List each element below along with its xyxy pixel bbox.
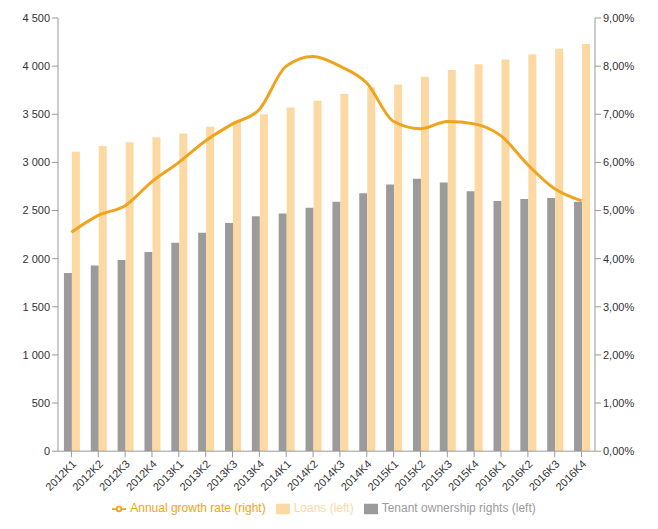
svg-text:2014K3: 2014K3 <box>311 457 347 493</box>
svg-text:1 500: 1 500 <box>22 301 50 313</box>
svg-text:5,00%: 5,00% <box>603 204 634 216</box>
svg-text:2013K3: 2013K3 <box>204 457 240 493</box>
svg-text:8,00%: 8,00% <box>603 60 634 72</box>
html-text:Loans (left): Loans (left) <box>293 501 354 516</box>
svg-text:2013K1: 2013K1 <box>150 457 186 493</box>
svg-text:3 000: 3 000 <box>22 156 50 168</box>
svg-text:9,00%: 9,00% <box>603 12 634 24</box>
svg-text:1,00%: 1,00% <box>603 397 634 409</box>
svg-text:2013K2: 2013K2 <box>177 457 213 493</box>
svg-text:2015K4: 2015K4 <box>445 457 482 493</box>
svg-text:4,00%: 4,00% <box>603 253 634 265</box>
svg-text:3 500: 3 500 <box>22 108 50 120</box>
svg-text:2015K3: 2015K3 <box>419 457 455 493</box>
svg-text:2016K2: 2016K2 <box>499 457 535 493</box>
svg-text:2014K1: 2014K1 <box>257 457 294 493</box>
svg-text:2,00%: 2,00% <box>603 349 634 361</box>
svg-text:500: 500 <box>32 397 50 409</box>
svg-text:2016K4: 2016K4 <box>553 458 588 493</box>
svg-text:4 500: 4 500 <box>22 12 50 24</box>
svg-text:2015K1: 2015K1 <box>365 457 401 493</box>
svg-text:2012K1: 2012K1 <box>43 457 79 493</box>
svg-text:2014K2: 2014K2 <box>284 457 320 493</box>
svg-text:2 000: 2 000 <box>22 253 50 265</box>
svg-text:2015K2: 2015K2 <box>392 457 428 493</box>
svg-text:2014K4: 2014K4 <box>338 457 374 493</box>
svg-text:2012K2: 2012K2 <box>69 457 106 493</box>
svg-text:1 000: 1 000 <box>22 349 50 361</box>
svg-text:3,00%: 3,00% <box>603 301 634 313</box>
svg-text:6,00%: 6,00% <box>603 156 634 168</box>
html-text:Tenant ownership rights (left): Tenant ownership rights (left) <box>381 501 536 516</box>
svg-text:7,00%: 7,00% <box>603 108 634 120</box>
svg-text:2016K3: 2016K3 <box>526 457 562 493</box>
svg-text:0: 0 <box>44 445 50 457</box>
svg-text:2013K4: 2013K4 <box>231 457 267 493</box>
svg-text:2012K3: 2012K3 <box>96 457 133 493</box>
svg-text:4 000: 4 000 <box>22 60 50 72</box>
svg-text:2 500: 2 500 <box>22 204 50 216</box>
svg-text:2016K1: 2016K1 <box>472 457 508 493</box>
svg-text:2012K4: 2012K4 <box>123 457 159 493</box>
svg-text:0,00%: 0,00% <box>603 445 634 457</box>
html-text:Annual growth rate (right): Annual growth rate (right) <box>130 501 266 516</box>
